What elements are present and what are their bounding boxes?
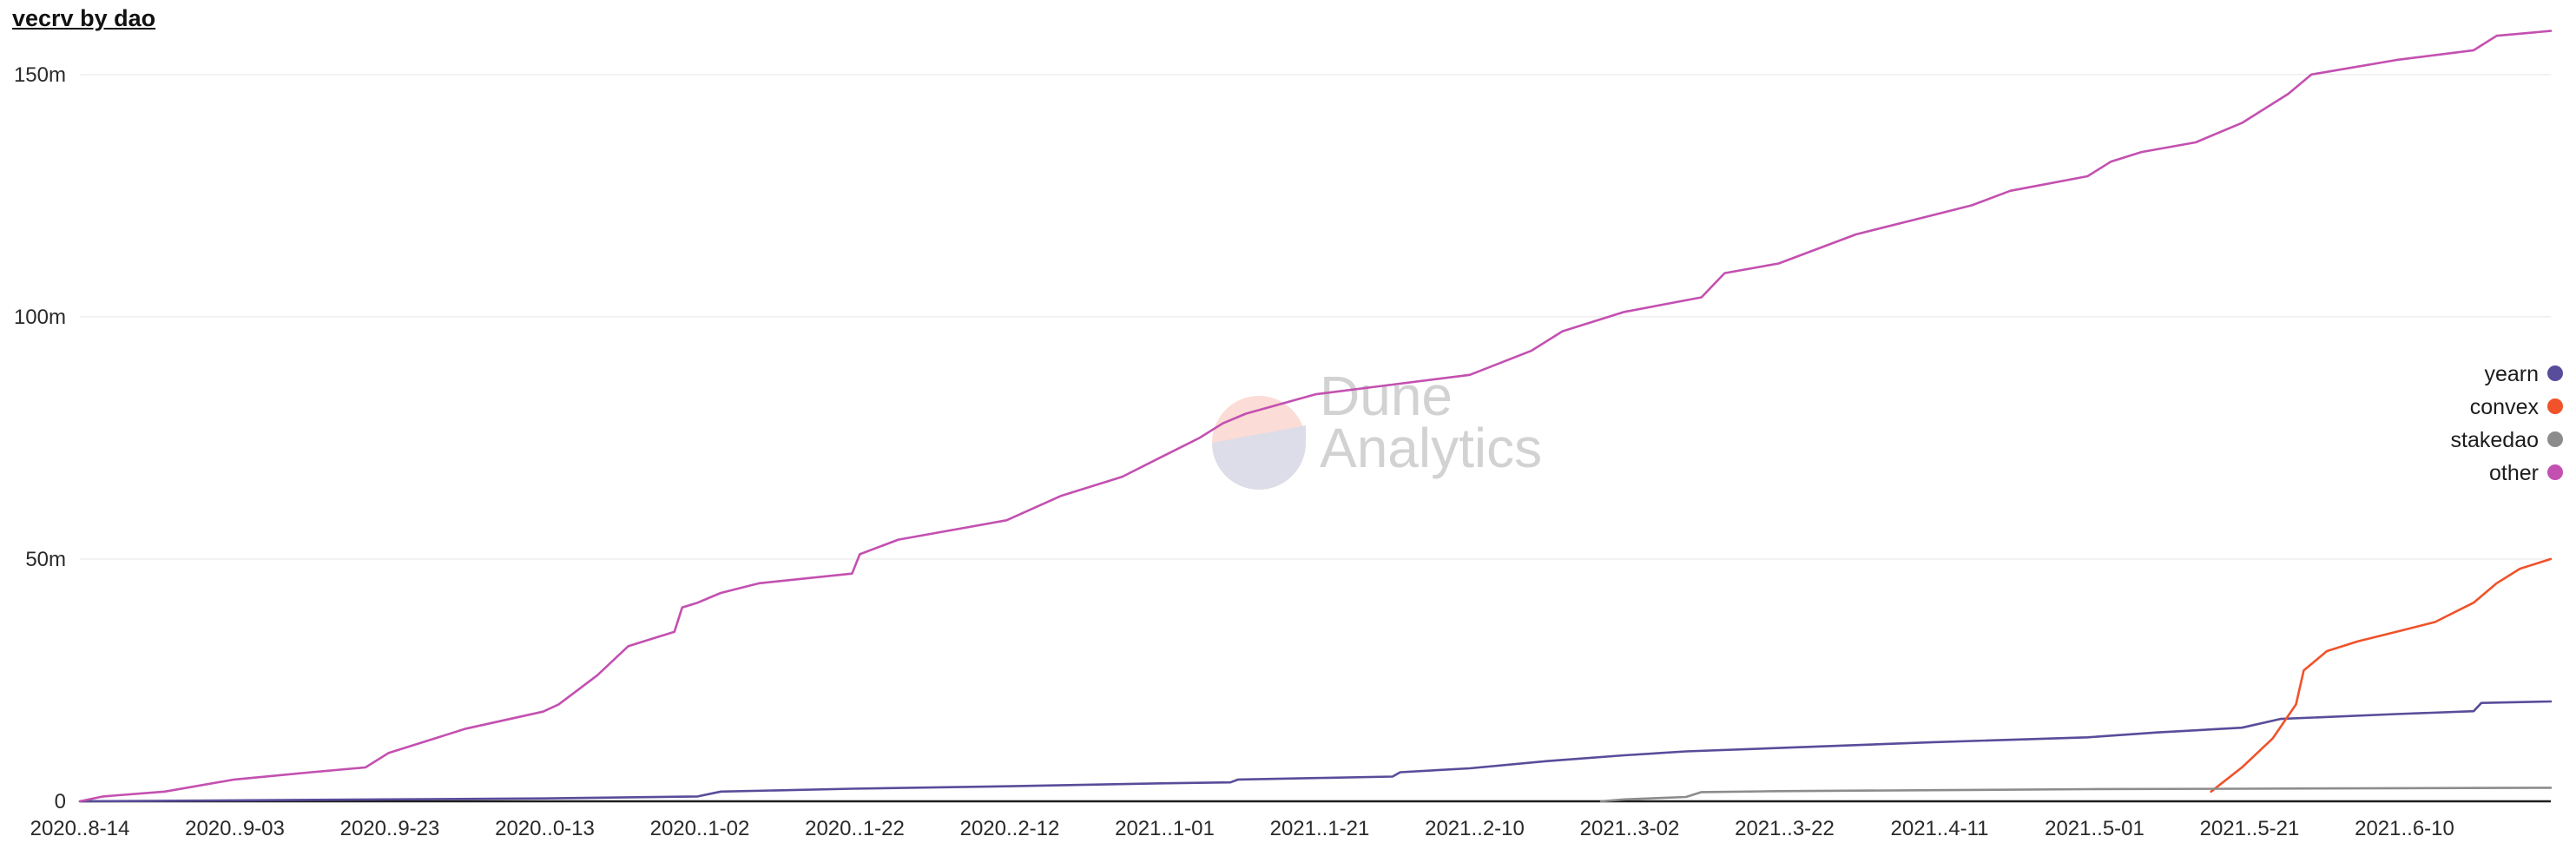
y-tick-label: 150m (14, 63, 66, 87)
watermark-line-1: Dune (1320, 365, 1453, 427)
x-tick-label: 2021..5-01 (2045, 817, 2144, 840)
x-tick-label: 2020..1-22 (805, 817, 905, 840)
legend-label-other: other (2489, 461, 2539, 485)
legend-label-convex: convex (2470, 395, 2540, 419)
x-tick-label: 2020..1-02 (650, 817, 750, 840)
dune-analytics-watermark: Dune Analytics (1212, 365, 1542, 490)
legend: yearn convex stakedao other (2451, 362, 2563, 485)
x-tick-label: 2021..1-21 (1270, 817, 1370, 840)
x-axis-labels: 2020..8-14 2020..9-03 2020..9-23 2020..0-13… (30, 817, 2454, 840)
legend-label-yearn: yearn (2484, 362, 2539, 386)
x-tick-label: 2020..0-13 (495, 817, 595, 840)
y-tick-label: 0 (55, 790, 66, 813)
x-tick-label: 2020..2-12 (960, 817, 1060, 840)
x-tick-label: 2021..2-10 (1425, 817, 1525, 840)
x-tick-label: 2020..8-14 (30, 817, 130, 840)
x-tick-label: 2021..5-21 (2200, 817, 2300, 840)
legend-swatch-other[interactable] (2547, 464, 2563, 480)
x-tick-label: 2021..6-10 (2355, 817, 2454, 840)
legend-swatch-stakedao[interactable] (2547, 431, 2563, 447)
series-lines (78, 30, 2553, 803)
y-tick-label: 100m (14, 306, 66, 329)
x-tick-label: 2020..9-03 (185, 817, 285, 840)
watermark-logo-icon-lower (1212, 425, 1306, 490)
x-tick-label: 2020..9-23 (340, 817, 440, 840)
x-tick-label: 2021..1-01 (1115, 817, 1215, 840)
x-tick-label: 2021..4-11 (1891, 817, 1989, 840)
legend-swatch-convex[interactable] (2547, 398, 2563, 414)
series-line-yearn (78, 700, 2553, 803)
x-tick-label: 2021..3-02 (1580, 817, 1680, 840)
watermark-line-2: Analytics (1320, 417, 1542, 479)
y-tick-label: 50m (25, 548, 66, 571)
grid-lines (80, 74, 2551, 560)
series-line-other (78, 30, 2553, 803)
series-line-stakedao (1599, 787, 2553, 803)
series-line-convex (2210, 557, 2553, 793)
legend-label-stakedao: stakedao (2451, 428, 2539, 452)
y-axis-labels: 0 50m 100m 150m (14, 63, 66, 813)
chart-title[interactable]: vecrv by dao (12, 5, 156, 31)
legend-swatch-yearn[interactable] (2547, 365, 2563, 381)
x-tick-label: 2021..3-22 (1735, 817, 1835, 840)
